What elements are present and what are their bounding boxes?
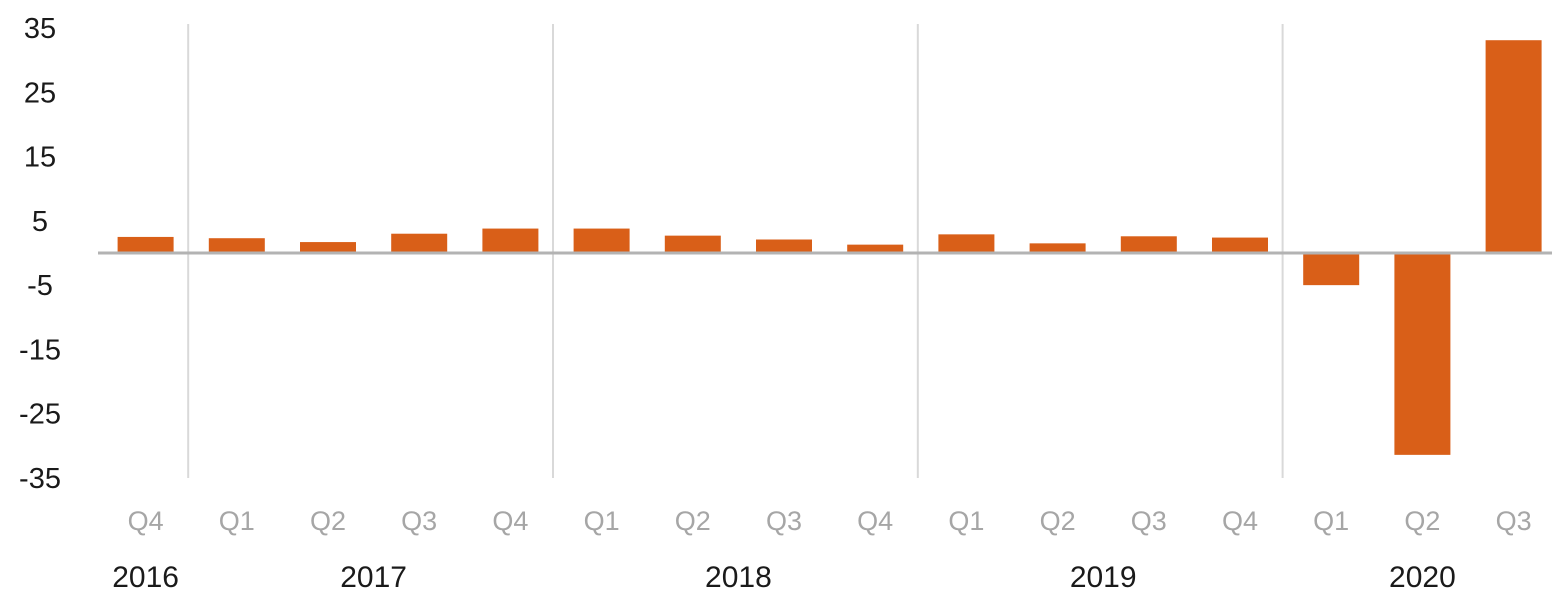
y-tick-label: 15: [24, 142, 56, 174]
y-tick-label: -15: [19, 334, 61, 366]
x-axis-quarter-labels: Q4 Q1 Q2 Q3 Q4 Q1 Q2 Q3 Q4 Q1 Q2 Q3 Q4 Q1 Q2 Q3: [128, 506, 1532, 536]
bar: [208, 238, 265, 253]
y-tick-label: 25: [24, 77, 56, 109]
x-quarter-label: Q2: [675, 506, 711, 536]
bar: [117, 236, 174, 253]
bars: [117, 40, 1542, 455]
x-quarter-label: Q1: [948, 506, 984, 536]
y-axis-tick-labels: 35 25 15 5 -5 -15 -25 -35: [19, 13, 61, 495]
x-quarter-label: Q1: [219, 506, 255, 536]
x-axis-year-labels: 2016 2017 2018 2019 2020: [112, 561, 1456, 592]
bar: [1120, 236, 1177, 253]
y-tick-label: -25: [19, 399, 61, 431]
bar: [847, 244, 904, 253]
y-tick-label: -5: [27, 270, 53, 302]
bar: [1029, 243, 1086, 253]
y-tick-label: -35: [19, 463, 61, 495]
bar: [938, 234, 995, 253]
x-year-label: 2018: [705, 561, 772, 592]
x-quarter-label: Q2: [1040, 506, 1076, 536]
bar: [1485, 40, 1542, 254]
bar: [664, 235, 721, 253]
x-quarter-label: Q4: [492, 506, 528, 536]
bar: [1394, 253, 1451, 455]
bar: [1303, 253, 1360, 286]
bar: [482, 228, 539, 253]
x-quarter-label: Q2: [310, 506, 346, 536]
bar: [573, 228, 630, 253]
x-quarter-label: Q1: [584, 506, 620, 536]
y-tick-label: 35: [24, 13, 56, 45]
x-year-label: 2019: [1070, 561, 1137, 592]
x-quarter-label: Q3: [401, 506, 437, 536]
x-quarter-label: Q4: [857, 506, 893, 536]
x-quarter-label: Q4: [128, 506, 164, 536]
x-year-label: 2020: [1389, 561, 1456, 592]
x-quarter-label: Q3: [766, 506, 802, 536]
x-quarter-label: Q1: [1313, 506, 1349, 536]
x-quarter-label: Q2: [1404, 506, 1440, 536]
bar: [391, 233, 448, 253]
x-quarter-label: Q4: [1222, 506, 1258, 536]
bar: [300, 242, 356, 253]
x-quarter-label: Q3: [1496, 506, 1532, 536]
y-tick-label: 5: [32, 206, 48, 238]
x-year-label: 2017: [340, 561, 407, 592]
x-quarter-label: Q3: [1131, 506, 1167, 536]
bar: [1212, 237, 1268, 253]
year-separators: [187, 24, 1284, 478]
x-year-label: 2016: [112, 561, 179, 592]
bar: [756, 239, 812, 253]
